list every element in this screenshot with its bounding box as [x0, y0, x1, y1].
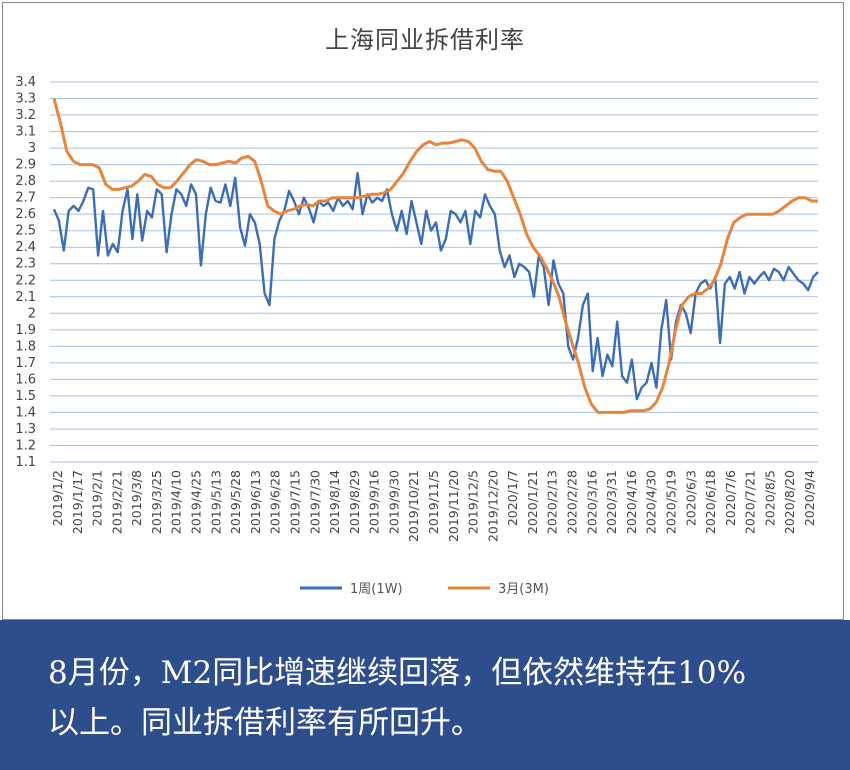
y-tick-label: 1.1 — [15, 455, 36, 470]
y-tick-label: 2.3 — [15, 257, 36, 272]
y-tick-label: 1.2 — [15, 438, 36, 453]
y-tick-label: 2.8 — [15, 174, 36, 189]
x-tick-label: 2020/2/13 — [545, 470, 560, 534]
caption-panel: 8月份，M2同比增速继续回落，但依然维持在10%以上。同业拆借利率有所回升。 — [0, 620, 850, 770]
y-tick-label: 2.4 — [15, 240, 36, 255]
y-tick-label: 1.4 — [15, 405, 36, 420]
y-tick-label: 2.5 — [15, 224, 36, 239]
x-tick-label: 2020/7/6 — [723, 470, 738, 526]
x-tick-label: 2019/12/20 — [485, 470, 500, 542]
y-tick-label: 3.1 — [15, 125, 36, 140]
y-tick-label: 2.9 — [15, 158, 36, 173]
y-tick-label: 1.9 — [15, 323, 36, 338]
y-tick-label: 1.6 — [15, 372, 36, 387]
x-tick-label: 2019/1/2 — [50, 470, 65, 526]
y-tick-label: 1.3 — [15, 422, 36, 437]
y-tick-label: 3 — [28, 141, 36, 156]
x-tick-label: 2019/5/13 — [208, 470, 223, 534]
x-tick-label: 2019/9/16 — [367, 470, 382, 534]
x-tick-label: 2020/3/31 — [604, 470, 619, 534]
x-tick-label: 2019/9/30 — [386, 470, 401, 534]
chart-frame — [2, 2, 844, 620]
x-tick-label: 2019/8/29 — [347, 470, 362, 534]
x-tick-label: 2020/8/20 — [782, 470, 797, 534]
y-tick-label: 2.6 — [15, 207, 36, 222]
y-tick-label: 3.3 — [15, 92, 36, 107]
y-tick-label: 2.7 — [15, 191, 36, 206]
x-tick-label: 2019/3/25 — [149, 470, 164, 534]
x-tick-label: 2019/6/13 — [248, 470, 263, 534]
x-tick-label: 2019/4/10 — [169, 470, 184, 534]
y-tick-label: 1.7 — [15, 356, 36, 371]
y-tick-label: 3.4 — [15, 75, 36, 90]
x-tick-label: 2019/8/14 — [327, 470, 342, 534]
x-tick-label: 2019/7/30 — [307, 470, 322, 534]
line-chart: 1.1 1.21.3 1.41.5 1.61.7 1.81.9 22.1 2.22.3 2.4… — [15, 75, 819, 597]
x-tick-label: 2020/2/28 — [565, 470, 580, 534]
x-tick-label: 2019/7/15 — [287, 470, 302, 534]
y-tick-label: 2.1 — [15, 290, 36, 305]
x-tick-label: 2019/10/21 — [406, 470, 421, 542]
x-tick-label: 2019/3/8 — [129, 470, 144, 526]
x-tick-label: 2019/6/28 — [268, 470, 283, 534]
x-tick-label: 2019/1/17 — [70, 470, 85, 534]
caption-text: 8月份，M2同比增速继续回落，但依然维持在10%以上。同业拆借利率有所回升。 — [48, 655, 747, 741]
x-tick-label: 2020/4/30 — [644, 470, 659, 534]
x-tick-label: 2020/4/16 — [624, 470, 639, 534]
x-tick-label: 2019/2/21 — [109, 470, 124, 534]
x-tick-label: 2019/12/5 — [466, 470, 481, 534]
x-tick-label: 2020/7/21 — [743, 470, 758, 534]
x-tick-label: 2020/6/3 — [683, 470, 698, 526]
y-tick-label: 2 — [28, 306, 36, 321]
y-tick-label: 2.2 — [15, 273, 36, 288]
x-tick-label: 2020/8/5 — [762, 470, 777, 526]
x-tick-label: 2020/1/7 — [505, 470, 520, 526]
y-tick-label: 3.2 — [15, 108, 36, 123]
x-tick-label: 2020/1/21 — [525, 470, 540, 534]
chart-title: 上海同业拆借利率 — [325, 26, 525, 54]
x-tick-label: 2020/9/4 — [802, 470, 817, 526]
series-3m-line — [52, 98, 818, 414]
legend-3m-label: 3月(3M) — [498, 582, 549, 597]
x-tick-label: 2019/2/1 — [90, 470, 105, 526]
y-tick-label: 1.8 — [15, 339, 36, 354]
x-tick-label: 2019/5/28 — [228, 470, 243, 534]
legend-1w-label: 1周(1W) — [350, 582, 403, 597]
x-tick-label: 2020/3/16 — [584, 470, 599, 534]
y-tick-label: 1.5 — [15, 389, 36, 404]
series-1w-line — [52, 171, 819, 401]
x-tick-label: 2019/11/20 — [446, 470, 461, 542]
x-tick-label: 2019/4/25 — [189, 470, 204, 534]
x-tick-label: 2019/11/5 — [426, 470, 441, 534]
x-tick-label: 2020/5/19 — [663, 470, 678, 534]
x-tick-label: 2020/6/18 — [703, 470, 718, 534]
